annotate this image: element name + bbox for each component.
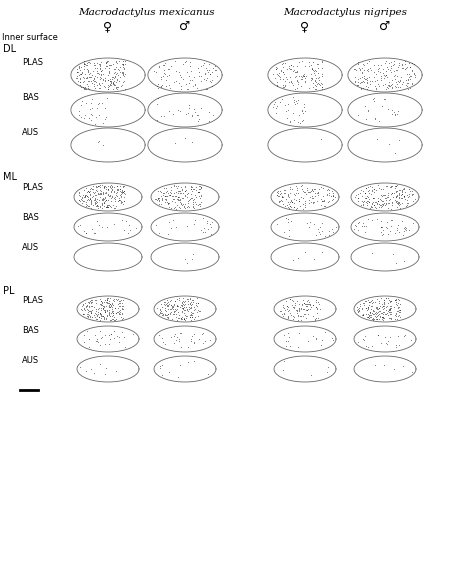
Polygon shape (354, 356, 416, 382)
Polygon shape (274, 356, 336, 382)
Polygon shape (348, 58, 422, 92)
Text: PL: PL (3, 286, 15, 296)
Polygon shape (77, 356, 139, 382)
Polygon shape (354, 326, 416, 352)
Text: DL: DL (3, 44, 16, 54)
Polygon shape (351, 183, 419, 211)
Text: ♂: ♂ (179, 20, 191, 33)
Polygon shape (154, 296, 216, 322)
Text: PLAS: PLAS (22, 58, 43, 67)
Polygon shape (268, 128, 342, 162)
Polygon shape (274, 326, 336, 352)
Text: PLAS: PLAS (22, 183, 43, 192)
Polygon shape (71, 128, 145, 162)
Polygon shape (351, 213, 419, 241)
Polygon shape (151, 243, 219, 271)
Polygon shape (154, 326, 216, 352)
Text: AUS: AUS (22, 128, 39, 137)
Polygon shape (271, 213, 339, 241)
Text: Macrodactylus mexicanus: Macrodactylus mexicanus (78, 8, 215, 17)
Polygon shape (271, 183, 339, 211)
Polygon shape (151, 213, 219, 241)
Text: PLAS: PLAS (22, 296, 43, 305)
Polygon shape (348, 93, 422, 127)
Text: ♀: ♀ (301, 20, 310, 33)
Text: BAS: BAS (22, 326, 39, 335)
Polygon shape (268, 93, 342, 127)
Text: ML: ML (3, 172, 17, 182)
Text: AUS: AUS (22, 356, 39, 365)
Polygon shape (71, 93, 145, 127)
Text: Macrodactylus nigripes: Macrodactylus nigripes (283, 8, 407, 17)
Polygon shape (148, 93, 222, 127)
Polygon shape (148, 58, 222, 92)
Polygon shape (77, 326, 139, 352)
Polygon shape (77, 296, 139, 322)
Polygon shape (151, 183, 219, 211)
Polygon shape (271, 243, 339, 271)
Text: BAS: BAS (22, 93, 39, 102)
Polygon shape (71, 58, 145, 92)
Text: AUS: AUS (22, 243, 39, 252)
Polygon shape (154, 356, 216, 382)
Polygon shape (268, 58, 342, 92)
Polygon shape (148, 128, 222, 162)
Polygon shape (74, 183, 142, 211)
Polygon shape (348, 128, 422, 162)
Polygon shape (74, 213, 142, 241)
Polygon shape (74, 243, 142, 271)
Polygon shape (354, 296, 416, 322)
Text: BAS: BAS (22, 213, 39, 222)
Text: ♀: ♀ (103, 20, 112, 33)
Polygon shape (351, 243, 419, 271)
Polygon shape (274, 296, 336, 322)
Text: Inner surface: Inner surface (2, 33, 58, 42)
Text: ♂: ♂ (379, 20, 391, 33)
